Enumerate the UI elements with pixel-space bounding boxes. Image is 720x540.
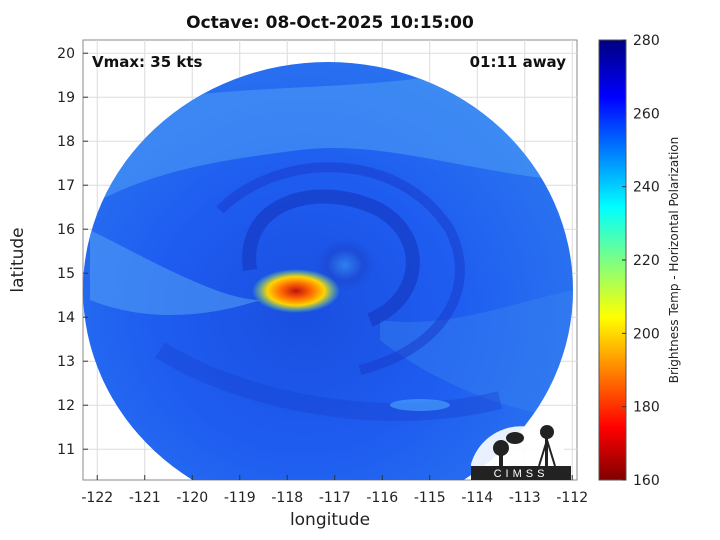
- y-tick-label: 11: [57, 442, 75, 458]
- x-tick-label: -120: [176, 490, 208, 506]
- x-tick-label: -119: [224, 490, 256, 506]
- x-tick-label: -121: [129, 490, 161, 506]
- y-tick-label: 18: [57, 134, 75, 150]
- logo-text: CIMSS: [494, 468, 549, 480]
- spiral-band-2: [216, 162, 465, 375]
- x-axis-ticks: -122 -121 -120 -119 -118 -117 -116 -115 -114 -113…: [81, 475, 588, 506]
- plot-title: Octave: 08-Oct-2025 10:15:00: [186, 13, 474, 33]
- x-tick-label: -115: [414, 490, 446, 506]
- y-axis-ticks: 11 12 13 14 15 16 17 18 19 20: [57, 46, 88, 458]
- x-axis-label: longitude: [289, 510, 371, 530]
- plot-area: -122 -121 -120 -119 -118 -117 -116 -115 -114 -113…: [57, 39, 588, 506]
- y-tick-label: 12: [57, 398, 75, 414]
- east-haze: [380, 290, 573, 420]
- x-tick-label: -122: [81, 490, 113, 506]
- colorbar: 160 180 200 220 240 260 280: [598, 33, 660, 489]
- colorbar-tick-label: 240: [633, 180, 660, 196]
- y-tick-label: 17: [57, 178, 75, 194]
- west-haze: [90, 230, 260, 315]
- x-tick-label: -112: [556, 490, 588, 506]
- vmax-label: Vmax: 35 kts: [92, 53, 203, 71]
- swath-layer: [83, 62, 573, 480]
- colorbar-tick-label: 180: [633, 400, 660, 416]
- colorbar-tick-label: 280: [633, 33, 660, 49]
- colorbar-tick-label: 200: [633, 326, 660, 342]
- colorbar-tick-label: 260: [633, 106, 660, 122]
- south-cells: [390, 399, 450, 411]
- colorbar-gradient: [598, 39, 627, 481]
- x-tick-label: -114: [461, 490, 493, 506]
- x-tick-label: -118: [271, 490, 303, 506]
- y-tick-label: 20: [57, 46, 75, 62]
- x-tick-label: -117: [319, 490, 351, 506]
- spiral-band-1: [242, 189, 420, 327]
- y-tick-label: 13: [57, 354, 75, 370]
- x-tick-label: -113: [509, 490, 541, 506]
- y-tick-label: 19: [57, 90, 75, 106]
- colorbar-tick-label: 160: [633, 473, 660, 489]
- colorbar-tick-label: 220: [633, 253, 660, 269]
- y-tick-label: 14: [57, 310, 75, 326]
- away-label: 01:11 away: [469, 53, 566, 71]
- colorbar-label: Brightness Temp - Horizontal Polarizatio…: [667, 136, 681, 384]
- upper-haze: [100, 62, 560, 200]
- y-tick-label: 16: [57, 222, 75, 238]
- cimss-logo: CIMSS: [471, 425, 571, 480]
- x-tick-label: -116: [366, 490, 398, 506]
- colorbar-ticks: 160 180 200 220 240 260 280: [622, 33, 660, 489]
- y-axis-label: latitude: [8, 227, 28, 293]
- y-tick-label: 15: [57, 266, 75, 282]
- spiral-band-3: [155, 342, 503, 421]
- convective-hotspot: [252, 269, 340, 313]
